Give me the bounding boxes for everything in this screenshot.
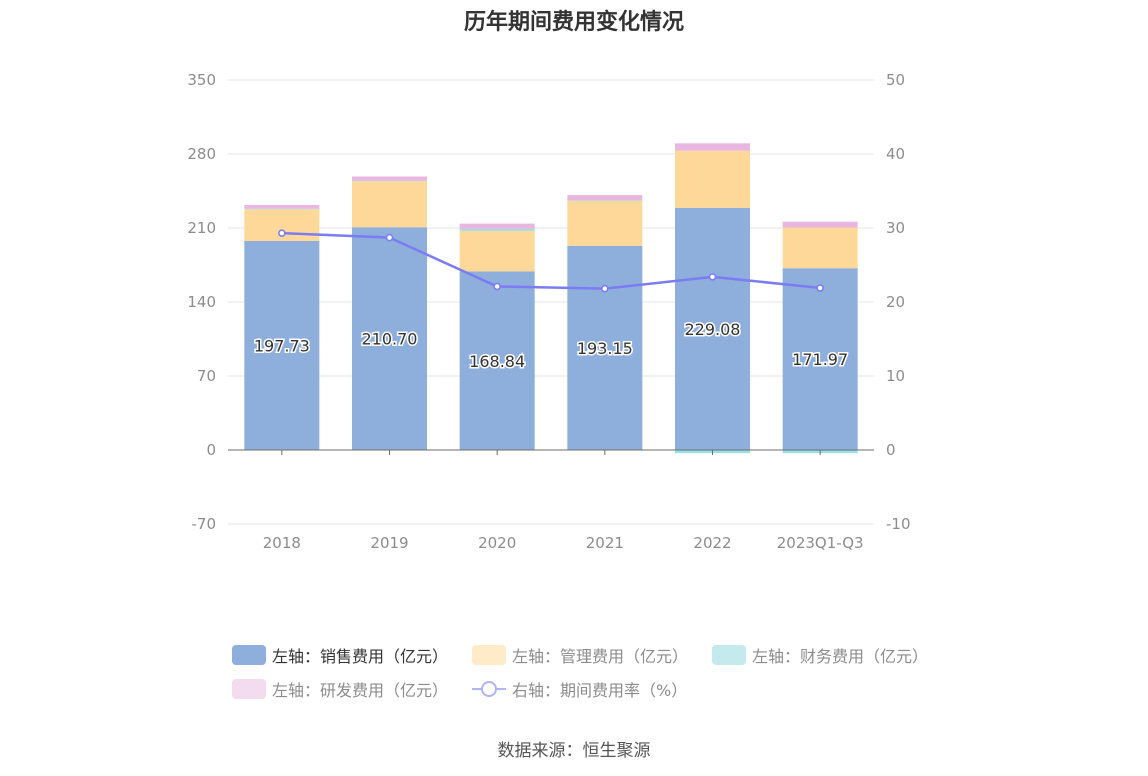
bar-sales	[352, 227, 427, 450]
bar-admin	[782, 227, 858, 269]
legend-label-admin: 左轴：管理费用（亿元）	[512, 647, 689, 666]
bar-rd	[567, 195, 643, 201]
rate-point	[278, 229, 286, 237]
legend-item-rd[interactable]: 左轴：研发费用（亿元）	[232, 677, 448, 701]
bar-admin	[459, 230, 535, 272]
grid-lines	[228, 79, 874, 525]
bar-labels: 197.73 210.70 168.84 193.15 229.08 171.97	[252, 318, 849, 372]
rate-point	[708, 273, 717, 281]
right-axis-labels: 50 40 30 20 10 0 -10	[886, 71, 911, 533]
bar-sales	[567, 245, 643, 450]
bar-rd	[244, 205, 320, 209]
legend-swatch-admin	[472, 645, 507, 665]
legend-label-rd: 左轴：研发费用（亿元）	[272, 681, 449, 700]
legend-label-finance: 左轴：财务费用（亿元）	[752, 647, 929, 666]
bar-data-label: 210.70	[362, 330, 418, 349]
legend-item-finance[interactable]: 左轴：财务费用（亿元）	[712, 643, 928, 667]
legend-item-admin[interactable]: 左轴：管理费用（亿元）	[472, 643, 688, 667]
legend-swatch-rd	[232, 679, 266, 699]
bar-sales	[675, 207, 750, 450]
bar-rd	[459, 223, 535, 229]
y-left-tick-label: 0	[206, 441, 216, 459]
bar-data-label: 171.97	[792, 350, 848, 369]
x-tick-label: 2022	[693, 534, 731, 552]
legend-item-rate[interactable]: 右轴：期间费用率（%）	[472, 677, 687, 701]
x-tick-label: 2020	[478, 534, 516, 552]
legend: 左轴：销售费用（亿元） 左轴：管理费用（亿元） 左轴：财务费用（亿元） 左轴：研…	[232, 638, 932, 706]
y-left-tick-label: 280	[187, 145, 216, 163]
x-tick-label: 2021	[586, 534, 624, 552]
legend-swatch-finance	[712, 645, 747, 665]
bar-finance	[352, 180, 427, 182]
bar-finance	[244, 208, 320, 210]
rate-line-path	[281, 231, 821, 290]
rate-point	[601, 284, 609, 293]
rate-point	[816, 284, 824, 292]
y-left-tick-label: 70	[197, 367, 216, 385]
bar-rd	[675, 143, 750, 151]
legend-line-icon	[472, 679, 507, 699]
bar-finance	[459, 228, 535, 231]
bar-rd	[782, 221, 858, 228]
bar-sales	[459, 271, 535, 450]
rate-point	[493, 282, 501, 291]
legend-label-sales: 左轴：销售费用（亿元）	[272, 647, 449, 666]
bar-admin	[567, 200, 643, 246]
x-tick-label: 2023Q1-Q3	[777, 534, 864, 552]
y-right-tick-label: -10	[886, 515, 911, 533]
bar-data-label: 229.08	[685, 320, 741, 339]
rate-line	[278, 229, 824, 293]
y-left-tick-label: -70	[192, 515, 217, 533]
x-tick-label: 2018	[263, 534, 301, 552]
bar-admin	[352, 181, 427, 228]
y-right-tick-label: 10	[886, 367, 905, 385]
bars	[244, 143, 858, 454]
bar-admin	[675, 150, 750, 208]
left-axis-labels: 350 280 210 140 70 0 -70	[187, 71, 216, 533]
y-left-tick-label: 350	[187, 71, 216, 89]
bar-sales	[782, 268, 858, 450]
legend-row-1: 左轴：销售费用（亿元） 左轴：管理费用（亿元） 左轴：财务费用（亿元）	[232, 638, 932, 672]
y-left-tick-label: 210	[187, 219, 216, 237]
bar-finance	[567, 200, 643, 201]
y-right-tick-label: 50	[886, 71, 905, 89]
x-axis: 2018 2019 2020 2021 2022 2023Q1-Q3	[228, 449, 874, 552]
legend-item-sales[interactable]: 左轴：销售费用（亿元）	[232, 643, 448, 667]
y-right-tick-label: 40	[886, 145, 905, 163]
y-right-tick-label: 30	[886, 219, 905, 237]
legend-row-2: 左轴：研发费用（亿元） 右轴：期间费用率（%）	[232, 672, 932, 706]
chart-title: 历年期间费用变化情况	[463, 10, 684, 35]
y-right-tick-label: 20	[886, 293, 905, 311]
bar-data-label: 197.73	[254, 336, 310, 355]
data-source: 数据来源：恒生聚源	[497, 741, 651, 761]
bar-data-label: 168.84	[469, 352, 525, 371]
y-left-tick-label: 140	[187, 293, 216, 311]
bar-data-label: 193.15	[577, 339, 633, 358]
x-tick-label: 2019	[370, 534, 408, 552]
rate-point	[385, 233, 394, 242]
bar-rd	[352, 176, 427, 181]
bar-sales	[244, 240, 320, 450]
legend-swatch-sales	[232, 645, 266, 665]
y-right-tick-label: 0	[886, 441, 896, 459]
legend-label-rate: 右轴：期间费用率（%）	[512, 681, 688, 700]
